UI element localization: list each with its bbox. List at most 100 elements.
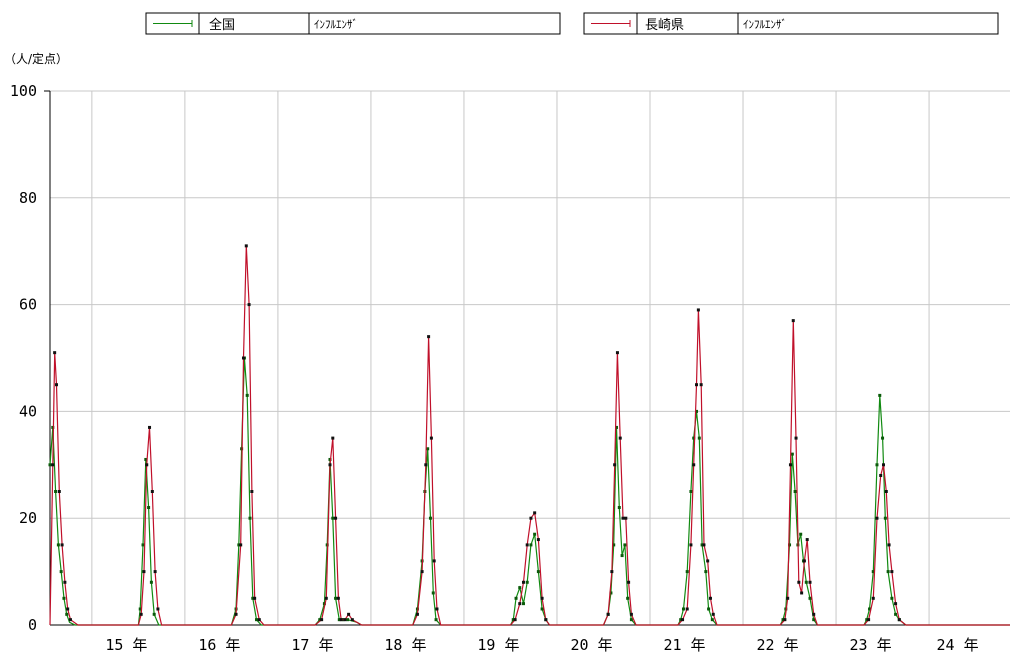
data-point-nagasaki xyxy=(150,490,154,493)
data-point-nagasaki xyxy=(794,436,798,440)
x-tick-label: 21 年 xyxy=(663,636,705,654)
y-tick-label: 20 xyxy=(19,509,37,527)
y-tick-label: 80 xyxy=(19,189,37,207)
y-tick-label: 0 xyxy=(28,616,37,634)
data-point-nagasaki xyxy=(334,516,338,520)
data-point-nagasaki xyxy=(529,516,533,520)
data-point-national xyxy=(695,409,699,413)
data-point-nagasaki xyxy=(802,559,806,563)
x-tick-label: 22 年 xyxy=(756,636,798,654)
legend-item-national: 全国 ｲﾝﾌﾙｴﾝｻﾞ xyxy=(145,12,561,35)
data-point-nagasaki xyxy=(629,612,633,616)
data-point-nagasaki xyxy=(145,463,149,467)
data-point-national xyxy=(536,570,540,574)
x-tick-label: 15 年 xyxy=(105,636,147,654)
data-point-nagasaki xyxy=(142,570,146,574)
data-point-nagasaki xyxy=(533,511,537,515)
data-point-national xyxy=(48,463,52,467)
data-point-national xyxy=(322,602,326,606)
data-point-national xyxy=(62,596,66,600)
data-point-national xyxy=(428,516,432,520)
grid xyxy=(50,90,1010,625)
data-point-national xyxy=(511,618,515,622)
data-point-nagasaki xyxy=(241,356,245,360)
data-point-national xyxy=(812,618,816,622)
data-point-national xyxy=(152,612,156,616)
x-tick-label: 18 年 xyxy=(384,636,426,654)
data-point-nagasaki xyxy=(887,543,891,547)
data-point-national xyxy=(615,425,619,429)
data-point-national xyxy=(799,532,803,536)
data-point-nagasaki xyxy=(624,516,628,520)
data-point-national xyxy=(781,618,785,622)
data-point-national xyxy=(710,618,714,622)
data-point-national xyxy=(337,618,341,622)
data-point-national xyxy=(255,618,259,622)
data-point-nagasaki xyxy=(343,618,347,622)
data-point-nagasaki xyxy=(57,490,61,493)
data-point-national xyxy=(886,570,890,574)
data-point-nagasaki xyxy=(320,618,324,622)
data-point-nagasaki xyxy=(890,570,894,574)
legend-label-national: 全国 xyxy=(209,17,235,33)
data-point-national xyxy=(894,612,898,616)
data-point-nagasaki xyxy=(427,335,431,339)
data-point-national xyxy=(883,516,887,520)
data-point-national xyxy=(56,543,60,547)
data-point-nagasaki xyxy=(429,436,433,440)
data-point-national xyxy=(612,543,616,547)
x-tick-label: 17 年 xyxy=(291,636,333,654)
data-point-nagasaki xyxy=(239,543,243,547)
data-point-nagasaki xyxy=(681,618,685,622)
data-point-nagasaki xyxy=(783,618,787,622)
data-point-national xyxy=(700,543,704,547)
data-point-national xyxy=(808,596,812,600)
data-point-nagasaki xyxy=(66,607,70,611)
data-point-nagasaki xyxy=(618,436,622,440)
data-point-national xyxy=(346,618,350,622)
data-point-nagasaki xyxy=(324,596,328,600)
data-point-national xyxy=(875,463,879,467)
data-point-national xyxy=(514,596,518,600)
data-point-nagasaki xyxy=(432,559,436,563)
data-point-nagasaki xyxy=(513,618,517,622)
data-point-nagasaki xyxy=(148,425,152,429)
data-point-national xyxy=(141,543,145,547)
data-point-national xyxy=(788,543,792,547)
data-point-national xyxy=(790,452,794,456)
data-point-national xyxy=(793,490,797,493)
data-point-national xyxy=(431,591,435,595)
data-point-nagasaki xyxy=(812,612,816,616)
data-point-nagasaki xyxy=(244,244,248,248)
data-point-national xyxy=(626,596,630,600)
data-point-national xyxy=(881,436,885,440)
data-point-nagasaki xyxy=(415,612,419,616)
data-point-nagasaki xyxy=(897,618,901,622)
data-point-national xyxy=(237,543,241,547)
data-point-nagasaki xyxy=(540,596,544,600)
series-layer xyxy=(48,244,1010,626)
data-point-nagasaki xyxy=(685,607,689,611)
data-point-national xyxy=(685,570,689,574)
data-point-national xyxy=(331,516,335,520)
data-point-nagasaki xyxy=(331,436,335,440)
data-point-nagasaki xyxy=(250,490,254,493)
data-point-nagasaki xyxy=(153,570,157,574)
data-point-nagasaki xyxy=(347,612,351,616)
data-point-national xyxy=(138,607,142,611)
data-point-nagasaki xyxy=(350,618,354,622)
legend-label-nagasaki: 長崎県 xyxy=(645,18,684,33)
data-point-nagasaki xyxy=(234,612,238,616)
data-point-national xyxy=(334,596,338,600)
data-point-national xyxy=(525,580,529,584)
data-point-national xyxy=(245,393,249,397)
data-point-nagasaki xyxy=(63,580,67,584)
data-point-national xyxy=(533,532,537,536)
series-line-national xyxy=(49,357,1010,626)
data-point-nagasaki xyxy=(247,303,251,307)
data-point-national xyxy=(804,580,808,584)
data-point-nagasaki xyxy=(871,596,875,600)
data-point-national xyxy=(609,591,613,595)
x-tick-label: 23 年 xyxy=(850,636,892,654)
data-point-national xyxy=(54,490,58,493)
